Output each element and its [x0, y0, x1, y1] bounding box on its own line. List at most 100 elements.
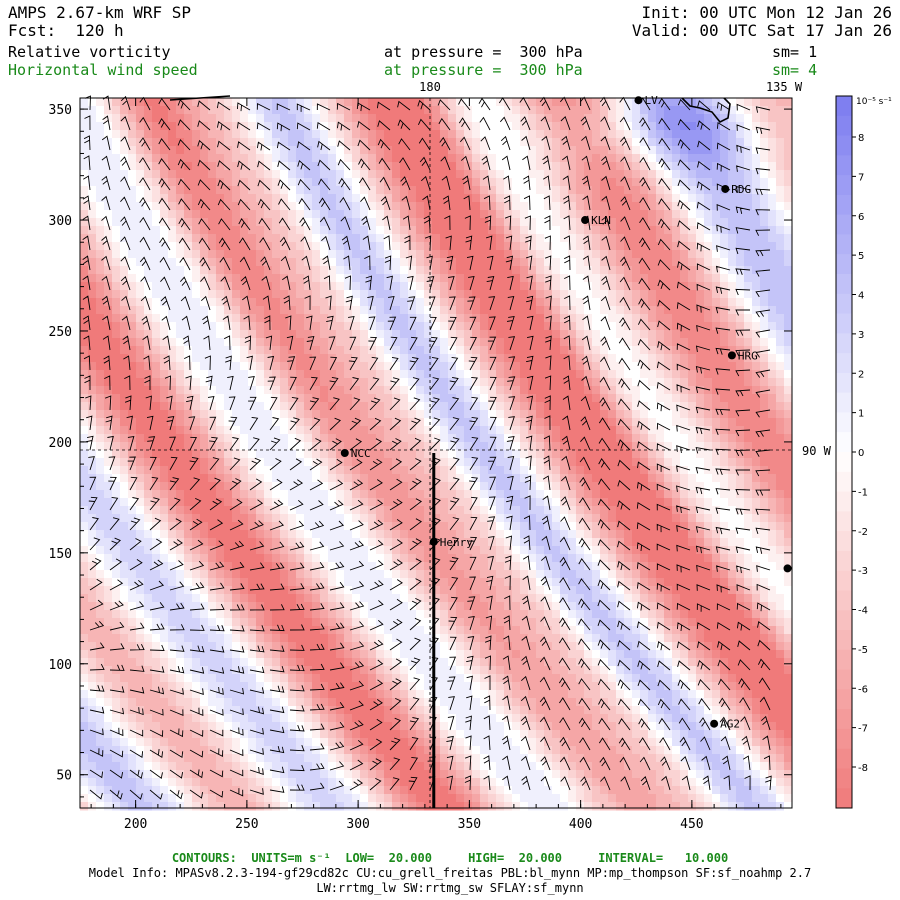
colorbar-label: -4 — [858, 606, 868, 617]
field2-smoothing: sm= 4 — [772, 61, 818, 79]
colorbar-bin — [836, 709, 852, 730]
colorbar-label: -8 — [858, 763, 868, 774]
colorbar-unit: 10⁻⁵ s⁻¹ — [856, 97, 892, 107]
axes: 200 250 300 350 400 450 50 100 150 200 250 300 350 — [49, 98, 792, 832]
forecast-hour: Fcst: 120 h — [8, 21, 124, 40]
y-tick-label: 150 — [49, 547, 72, 562]
station-marker — [710, 719, 719, 728]
colorbar-label: -5 — [858, 645, 868, 656]
station-label: LV — [644, 94, 658, 107]
colorbar-bin — [836, 748, 852, 769]
colorbar-bin — [836, 689, 852, 710]
wind-barbs — [82, 95, 772, 800]
station-marker — [429, 537, 438, 546]
colorbar-bin — [836, 728, 852, 750]
contour-low: LOW= 20.000 — [345, 851, 432, 865]
station-label: RDG — [731, 183, 751, 196]
colorbar-bin — [836, 669, 852, 690]
colorbar-bin — [836, 452, 852, 473]
contour-high: HIGH= 20.000 — [468, 851, 562, 865]
field1-name: Relative vorticity — [8, 43, 171, 61]
field2-level: at pressure = 300 hPa — [384, 61, 583, 79]
colorbar-bin — [836, 96, 852, 117]
colorbar-label: -7 — [858, 724, 868, 735]
colorbar-bin — [836, 392, 852, 413]
x-tick-label: 350 — [458, 817, 481, 832]
model-title: AMPS 2.67-km WRF SP — [8, 3, 192, 22]
colorbar-bin — [836, 491, 852, 512]
valid-time: Valid: 00 UTC Sat 17 Jan 26 — [631, 21, 892, 40]
field1-smoothing: sm= 1 — [772, 43, 818, 61]
colorbar-bin — [836, 768, 852, 789]
station-marker — [727, 351, 736, 360]
station-marker — [581, 216, 590, 225]
colorbar-bin — [836, 333, 852, 354]
colorbar-bin — [836, 432, 852, 453]
x-tick-label: 250 — [235, 817, 258, 832]
colorbar-bin — [836, 550, 852, 572]
colorbar-bin — [836, 372, 852, 394]
colorbar-label: 3 — [858, 330, 864, 341]
colorbar-bin — [836, 214, 852, 235]
colorbar-bin — [836, 135, 852, 156]
colorbar-bin — [836, 155, 852, 176]
colorbar-bin — [836, 610, 852, 631]
init-time: Init: 00 UTC Mon 12 Jan 26 — [641, 3, 892, 22]
colorbar-label: 4 — [858, 291, 864, 302]
y-tick-label: 300 — [49, 214, 72, 229]
station-marker — [783, 564, 792, 573]
colorbar-label: -1 — [858, 487, 868, 498]
y-tick-label: 350 — [49, 103, 72, 118]
y-tick-label: 50 — [56, 769, 72, 784]
colorbar-bin — [836, 115, 852, 137]
colorbar-bin — [836, 590, 852, 611]
colorbar-bin — [836, 788, 852, 809]
contour-units: UNITS=m s⁻¹ — [251, 851, 331, 865]
lon-label-180: 180 — [419, 80, 441, 94]
contour-interval: INTERVAL= 10.000 — [598, 851, 729, 865]
x-tick-label: 200 — [124, 817, 147, 832]
colorbar-label: 1 — [858, 409, 864, 420]
contour-info: CONTOURS: UNITS=m s⁻¹ LOW= 20.000 HIGH= … — [0, 851, 900, 865]
colorbar: 8 7 6 5 4 3 2 1 0 -1 -2 -3 -4 -5 -6 -7 -8 10⁻⁵ s⁻¹ — [835, 95, 892, 809]
field1-level: at pressure = 300 hPa — [384, 43, 583, 61]
colorbar-bin — [836, 353, 852, 374]
colorbar-label: 2 — [858, 369, 864, 380]
wind-barb-paths — [82, 95, 772, 800]
colorbar-label: -6 — [858, 684, 868, 695]
model-info: Model Info: MPASv8.2.3-194-gf29cd82c CU:… — [88, 866, 812, 880]
y-tick-label: 100 — [49, 658, 72, 673]
x-tick-label: 450 — [680, 817, 703, 832]
colorbar-label: 0 — [858, 448, 864, 459]
colorbar-bin — [836, 313, 852, 334]
station-marker — [721, 184, 730, 193]
colorbar-bin — [836, 649, 852, 671]
colorbar-bin — [836, 234, 852, 255]
colorbar-bin — [836, 194, 852, 216]
field2-name: Horizontal wind speed — [8, 61, 198, 79]
colorbar-label: -3 — [858, 566, 868, 577]
colorbar-bin — [836, 293, 852, 315]
colorbar-bin — [836, 511, 852, 532]
plot-frame — [79, 97, 793, 809]
colorbar-bin — [836, 254, 852, 275]
station-marker — [634, 96, 643, 105]
colorbar-label: 6 — [858, 212, 864, 223]
colorbar-bin — [836, 274, 852, 295]
colorbar-label: 7 — [858, 172, 864, 183]
x-tick-label: 400 — [569, 817, 592, 832]
station-label: KLN — [591, 214, 611, 227]
station-marker — [340, 449, 349, 457]
y-tick-label: 200 — [49, 436, 72, 451]
colorbar-bin — [836, 570, 852, 591]
station-label: NCC — [351, 447, 371, 460]
model-info-2: LW:rrtmg_lw SW:rrtmg_sw SFLAY:sf_mynn — [316, 881, 584, 895]
y-tick-label: 250 — [49, 325, 72, 340]
colorbar-label: 5 — [858, 251, 864, 262]
colorbar-bin — [836, 531, 852, 552]
colorbar-label: 8 — [858, 133, 864, 144]
contours-label: CONTOURS: — [171, 851, 237, 865]
x-tick-label: 300 — [346, 817, 369, 832]
colorbar-bin — [836, 412, 852, 433]
